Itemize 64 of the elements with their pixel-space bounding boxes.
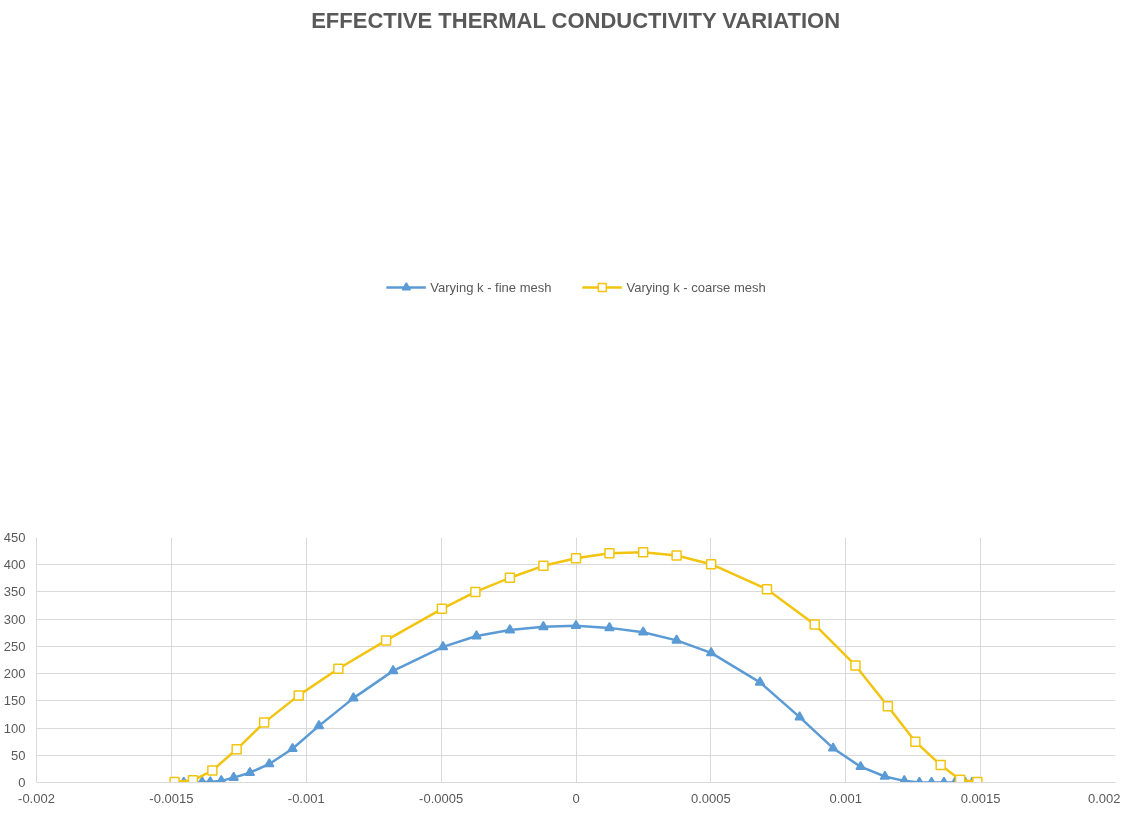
legend-label: Varying k - coarse mesh — [626, 279, 766, 295]
point — [705, 558, 717, 570]
y-tick-label: 150 — [3, 693, 26, 709]
x-tick-label: -0.002 — [18, 790, 55, 806]
point — [879, 770, 891, 780]
y-tick-label: 100 — [3, 720, 26, 736]
point — [570, 619, 582, 630]
point — [754, 676, 766, 686]
point — [855, 760, 866, 771]
y-tick-label: 350 — [3, 584, 26, 600]
point — [228, 771, 239, 781]
x-tick-label: 0 — [572, 790, 580, 806]
point — [504, 624, 516, 634]
chart-title: EFFECTIVE THERMAL CONDUCTIVITY VARIATION — [311, 7, 841, 33]
point — [850, 660, 861, 671]
point — [604, 621, 615, 632]
point — [333, 663, 344, 674]
x-tick-label: 0.002 — [1087, 790, 1121, 806]
point — [504, 572, 516, 584]
point — [437, 640, 449, 651]
point — [761, 583, 773, 595]
y-tick-label: 450 — [3, 530, 26, 545]
point — [671, 634, 682, 644]
point — [604, 548, 615, 559]
point — [244, 766, 256, 777]
legend-label: Varying k - fine mesh — [430, 279, 552, 295]
point — [637, 546, 649, 558]
point — [258, 717, 270, 728]
point — [436, 603, 448, 615]
point — [313, 719, 325, 730]
point — [471, 630, 482, 640]
x-tick-label: -0.0005 — [419, 790, 464, 806]
y-tick-label: 0 — [18, 775, 26, 790]
point — [538, 620, 549, 631]
y-tick-label: 250 — [3, 638, 26, 654]
point — [705, 646, 717, 657]
point — [794, 711, 805, 721]
point — [935, 759, 946, 771]
x-tick-label: -0.001 — [287, 790, 325, 806]
y-tick-label: 200 — [3, 666, 26, 682]
point — [293, 690, 304, 701]
point — [671, 550, 682, 561]
y-tick-label: 300 — [3, 611, 26, 627]
point — [287, 742, 298, 753]
point — [387, 664, 399, 675]
x-tick-label: -0.0015 — [149, 790, 194, 806]
point — [348, 692, 359, 702]
point — [207, 765, 218, 776]
point — [380, 635, 392, 646]
point — [882, 701, 894, 712]
x-tick-label: 0.0005 — [690, 790, 731, 806]
point — [570, 552, 582, 564]
point — [910, 736, 921, 747]
x-tick-label: 0.001 — [829, 790, 863, 806]
point — [470, 586, 481, 598]
point — [538, 560, 549, 572]
point — [637, 626, 649, 636]
point — [231, 744, 242, 755]
point — [827, 742, 839, 752]
point — [264, 758, 275, 768]
y-tick-label: 50 — [11, 747, 26, 763]
x-tick-label: 0.0015 — [960, 790, 1001, 806]
y-tick-label: 400 — [3, 557, 26, 573]
point — [809, 619, 820, 630]
